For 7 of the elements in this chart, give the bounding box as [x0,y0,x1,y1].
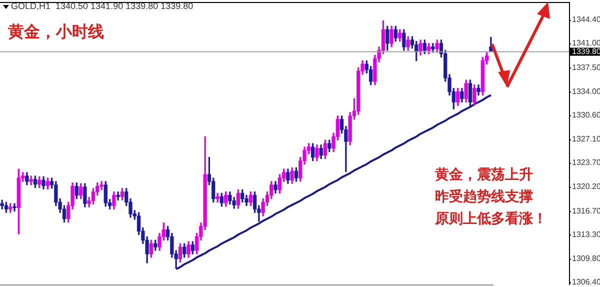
text: 黄金，小时线 [8,22,104,43]
candlestick [116,191,120,200]
candlestick [12,203,16,212]
annotation: 黄金，震荡上升 [435,166,533,185]
annotation: 原则上低多看涨！ [435,210,547,229]
annotation: 昨受趋势线支撑 [435,188,533,207]
annotation: GOLD,H1 1340.50 1341.90 1339.80 1339.80 [11,1,194,11]
